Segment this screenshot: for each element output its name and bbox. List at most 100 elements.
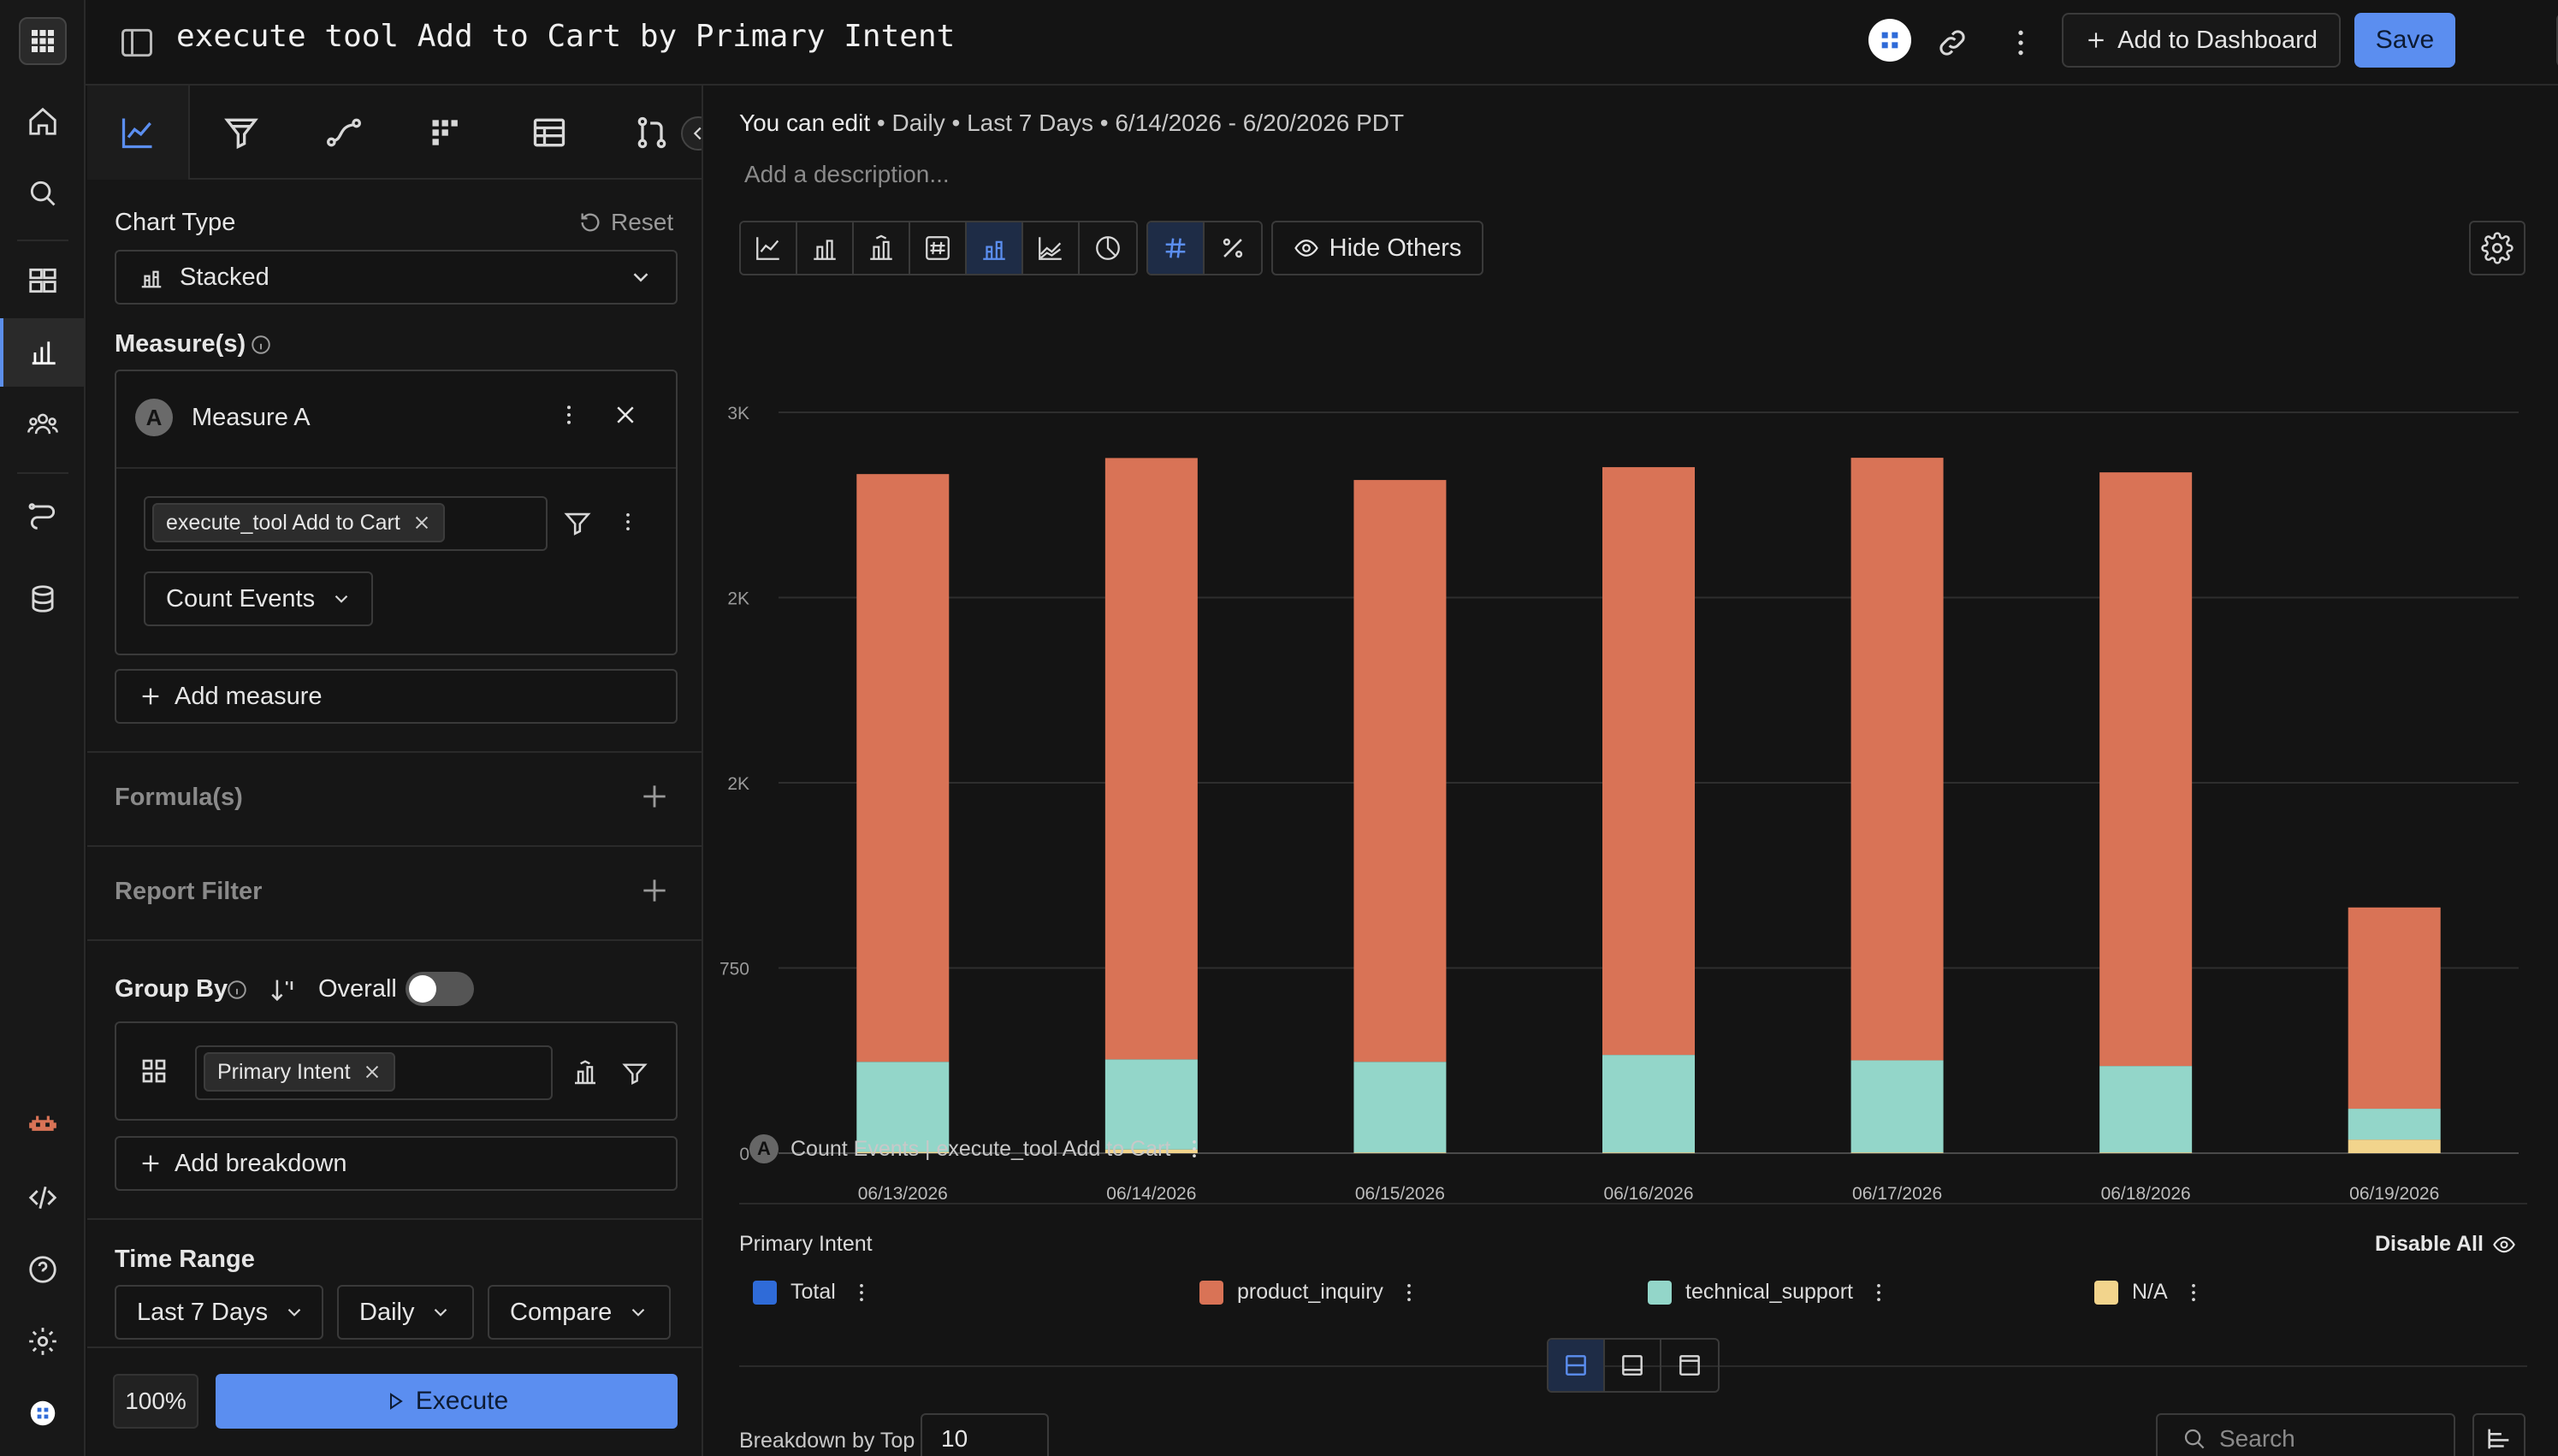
grid-icon[interactable] [139,1056,169,1086]
bar-segment[interactable] [1353,480,1447,1062]
legend-item[interactable]: N/A [2094,1280,2206,1305]
bar-segment[interactable] [1353,1152,1447,1153]
bar-segment[interactable] [2099,1066,2193,1153]
data-icon[interactable] [0,565,86,633]
granularity-select[interactable]: Daily [337,1285,474,1340]
workspace-icon[interactable] [0,1379,86,1447]
legend-item[interactable]: technical_support [1648,1280,1891,1305]
metric-chart-icon[interactable] [910,222,967,274]
avatar[interactable] [1868,19,1911,62]
add-measure-button[interactable]: Add measure [115,669,678,724]
bar-segment[interactable] [1104,1059,1198,1150]
close-icon[interactable] [363,1062,382,1081]
more-vertical-icon[interactable] [2000,22,2041,63]
bar-segment[interactable] [856,1062,950,1152]
execute-button[interactable]: Execute [216,1374,678,1429]
legend-swatch[interactable] [1648,1280,1672,1305]
bar-segment[interactable] [1850,1060,1944,1153]
chart-settings-icon[interactable] [2469,221,2525,275]
area-chart-icon[interactable] [1023,222,1080,274]
bar-segment[interactable] [1850,458,1944,1061]
bucket-chart-icon[interactable] [854,222,910,274]
filter-icon[interactable] [621,1059,648,1086]
more-vertical-icon[interactable] [2182,1281,2206,1305]
sort-icon[interactable] [269,975,298,1004]
table-only-view-icon[interactable] [1661,1340,1718,1391]
chart-type-select[interactable]: Stacked [115,250,678,305]
more-vertical-icon[interactable] [1397,1281,1421,1305]
percent-format-icon[interactable] [1205,222,1261,274]
pie-chart-icon[interactable] [1080,222,1136,274]
close-icon[interactable] [412,513,431,532]
chart-only-view-icon[interactable] [1605,1340,1661,1391]
legend-item[interactable]: Total [753,1280,873,1305]
aggregation-select[interactable]: Count Events [144,571,373,626]
bar-segment[interactable] [856,474,950,1062]
bar-segment[interactable] [2099,472,2193,1067]
zoom-level[interactable]: 100% [113,1374,198,1429]
breakdown-top-input[interactable]: 10 [921,1413,1049,1456]
bar-segment[interactable] [1353,1062,1447,1153]
event-chip[interactable]: execute_tool Add to Cart [152,503,445,542]
bar-segment[interactable] [1104,1149,1198,1153]
code-icon[interactable] [0,1163,86,1232]
bar-segment[interactable] [1850,1152,1944,1153]
funnels-icon[interactable] [190,86,293,180]
save-button[interactable]: Save [2354,13,2455,68]
close-icon[interactable] [613,402,638,428]
table-icon[interactable] [498,86,601,180]
measure-name[interactable]: Measure A [192,404,311,431]
reset-button[interactable]: Reset [578,209,673,236]
bot-icon[interactable] [0,1090,86,1158]
insights-icon[interactable] [87,86,190,180]
flows-icon[interactable] [293,86,395,180]
impact-icon[interactable] [601,86,702,180]
bar-segment[interactable] [2348,1139,2441,1153]
more-vertical-icon[interactable] [1182,1137,1206,1161]
columns-icon[interactable] [2472,1413,2525,1456]
add-filter-icon[interactable] [638,874,671,907]
settings-icon[interactable] [0,1307,86,1376]
bar-segment[interactable] [1104,458,1198,1060]
group-chip[interactable]: Primary Intent [204,1052,395,1092]
reports-icon[interactable] [0,318,86,387]
bar-segment[interactable] [2099,1152,2193,1153]
boards-icon[interactable] [0,246,86,315]
filter-icon[interactable] [563,508,592,537]
date-range-select[interactable]: Last 7 Days [115,1285,323,1340]
more-vertical-icon[interactable] [556,402,582,428]
overall-toggle[interactable] [406,972,474,1006]
add-to-dashboard-button[interactable]: Add to Dashboard [2062,13,2341,68]
bucket-icon[interactable] [571,1059,599,1086]
more-vertical-icon[interactable] [850,1281,873,1305]
report-title[interactable]: execute tool Add to Cart by Primary Inte… [176,19,956,54]
bar-segment[interactable] [1602,1152,1695,1153]
legend-swatch[interactable] [2094,1280,2118,1305]
number-format-icon[interactable] [1148,222,1205,274]
add-formula-icon[interactable] [638,780,671,813]
help-icon[interactable] [0,1235,86,1304]
bar-segment[interactable] [2348,907,2441,1110]
bar-chart-icon[interactable] [797,222,854,274]
bar-segment[interactable] [856,1151,950,1153]
legend-swatch[interactable] [1199,1280,1223,1305]
retention-icon[interactable] [395,86,498,180]
users-icon[interactable] [0,390,86,459]
flows-icon[interactable] [0,479,86,547]
apps-icon[interactable] [19,17,67,65]
link-icon[interactable] [1932,22,1973,63]
split-view-icon[interactable] [1548,1340,1605,1391]
legend-swatch[interactable] [753,1280,777,1305]
more-vertical-icon[interactable] [616,510,640,534]
info-icon[interactable] [226,979,248,1001]
add-breakdown-button[interactable]: Add breakdown [115,1136,678,1191]
sidebar-toggle-icon[interactable] [118,24,156,62]
search-icon[interactable] [0,159,86,228]
compare-select[interactable]: Compare [488,1285,671,1340]
hide-others-button[interactable]: Hide Others [1271,221,1483,275]
disable-all-button[interactable]: Disable All [2375,1232,2516,1257]
table-search-input[interactable]: Search [2156,1413,2455,1456]
bar-segment[interactable] [1602,1055,1695,1153]
stacked-bar-chart-icon[interactable] [967,222,1023,274]
bar-segment[interactable] [1602,467,1695,1056]
